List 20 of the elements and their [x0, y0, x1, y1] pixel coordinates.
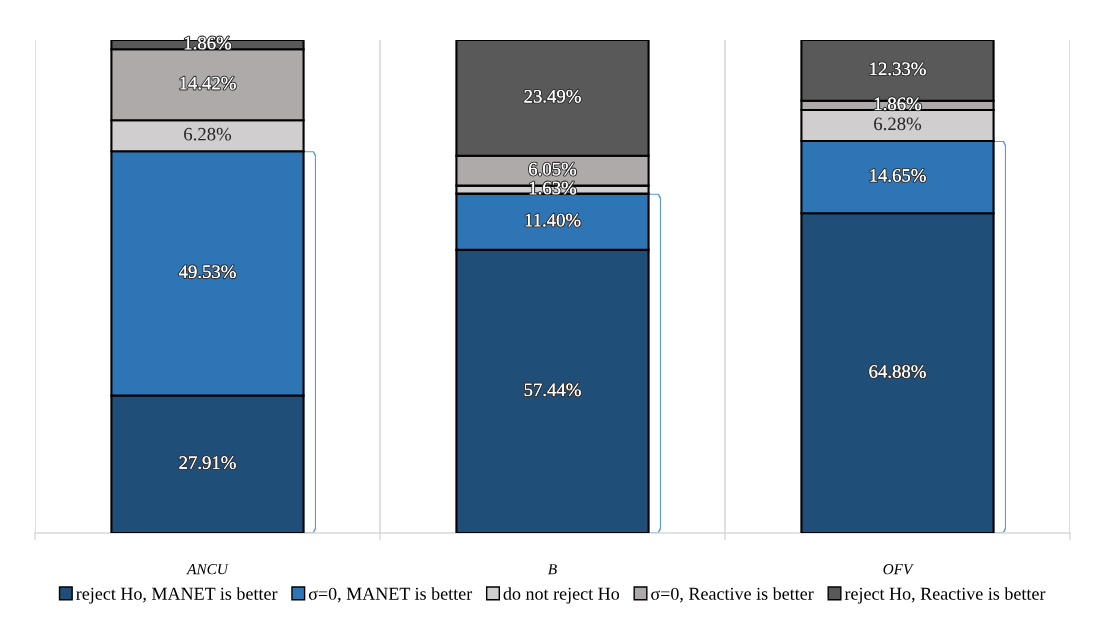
x-tick-label: OFV — [883, 564, 914, 575]
data-label: 6.28% — [184, 127, 232, 141]
data-label: 57.44% — [524, 383, 581, 397]
data-label: 64.88% — [869, 365, 926, 378]
legend-label: do not reject Ho — [503, 587, 620, 604]
x-tick-label: B — [547, 564, 557, 575]
legend-label: reject Ho, MANET is better — [76, 587, 278, 604]
data-label: 14.65% — [870, 169, 926, 182]
data-label: 49.53% — [178, 265, 236, 279]
legend-label: reject Ho, Reactive is better — [844, 587, 1046, 604]
data-label: 23.49% — [524, 89, 581, 103]
legend-label: σ=0, MANET is better — [308, 587, 473, 603]
x-tick-label: ANCU — [186, 564, 229, 575]
data-label: 6.05% — [529, 162, 577, 176]
data-label: 14.42% — [180, 76, 236, 90]
data-label: 6.28% — [874, 117, 922, 131]
data-label: 12.33% — [870, 62, 926, 76]
legend-label: σ=0, Reactive is better — [651, 587, 814, 603]
data-label: 11.40% — [525, 213, 581, 227]
data-label: 27.91% — [179, 456, 236, 469]
